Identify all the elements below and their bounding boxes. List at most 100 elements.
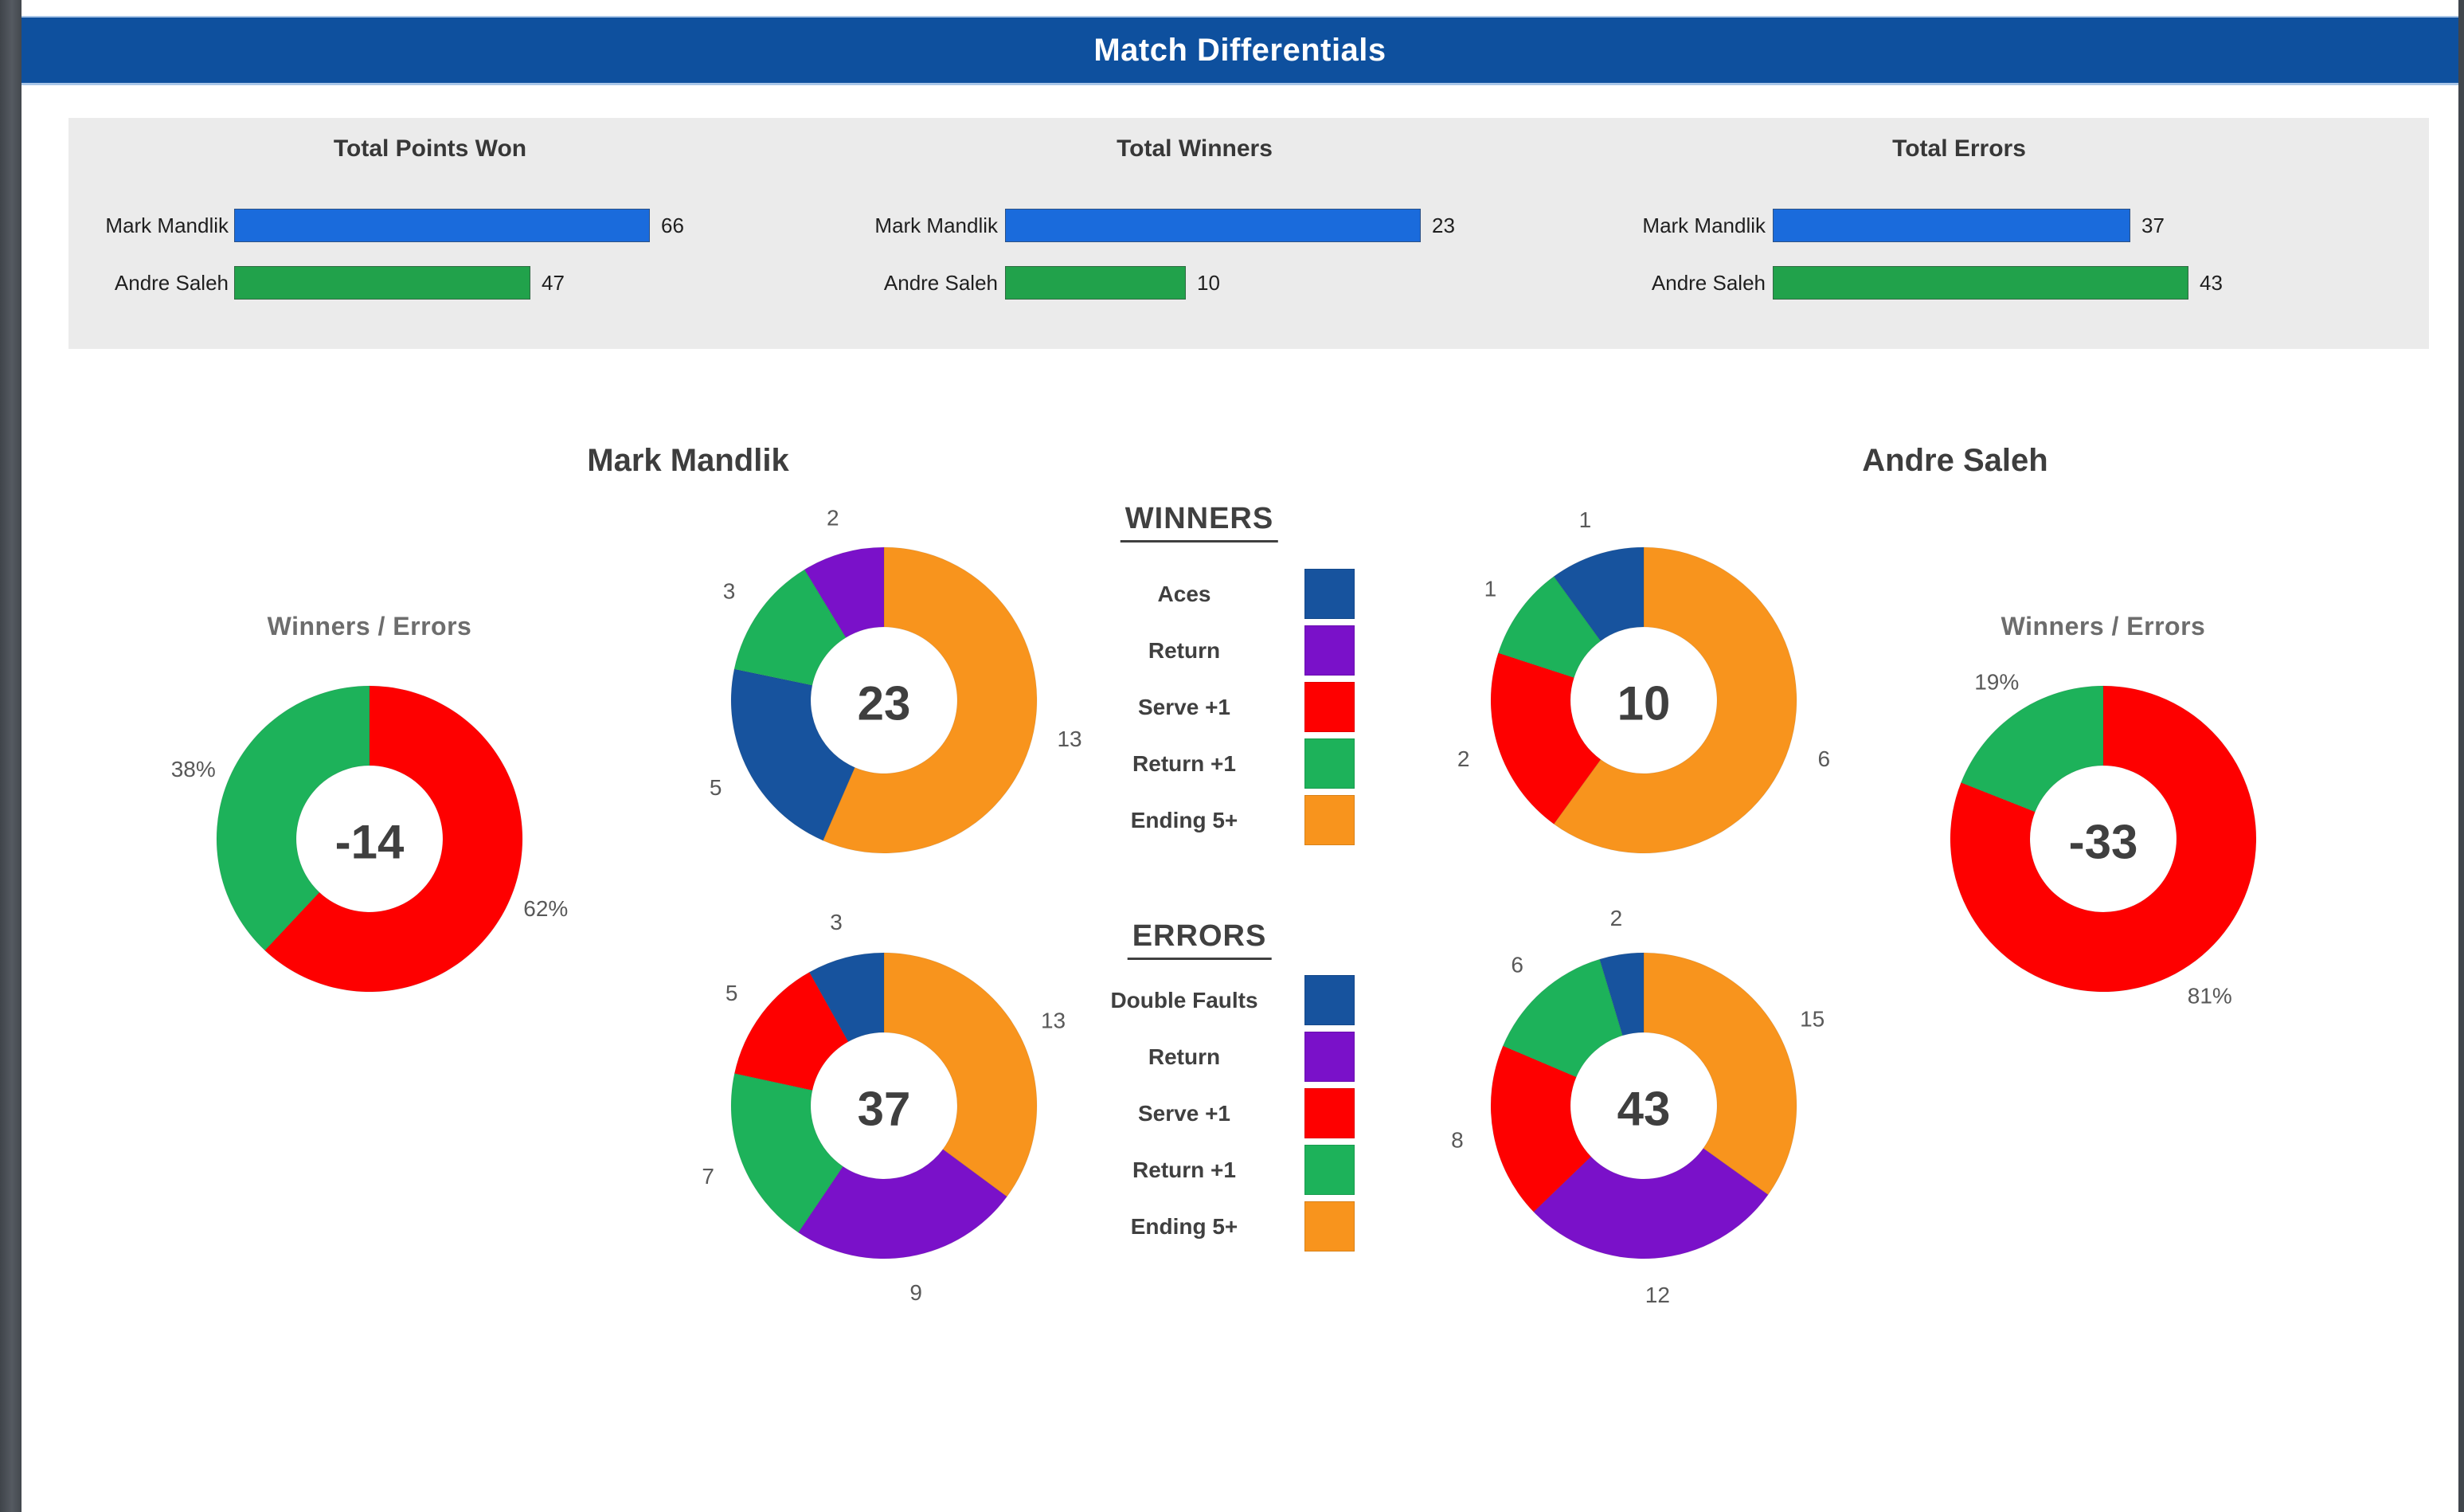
- donut-callout-label: 19%: [1974, 670, 2019, 695]
- legend-title-text: ERRORS: [1127, 919, 1272, 960]
- bar-total_winners-1[interactable]: [1005, 266, 1186, 300]
- legend-item-label: Return +1: [1132, 1158, 1236, 1182]
- donut-callout-label: 6: [1818, 746, 1831, 771]
- donut-center-value-andre_errors: 43: [1617, 1083, 1671, 1136]
- donut-slice-andre_winners_errors-errors[interactable]: [1950, 685, 2257, 993]
- page-title: Match Differentials: [1093, 32, 1386, 68]
- donut-callout-label: 2: [827, 505, 839, 530]
- donut-callout-label: 7: [702, 1164, 714, 1189]
- donut-callout-label: 62%: [523, 896, 568, 921]
- donut-slice-andre_errors-return-1[interactable]: [1502, 958, 1624, 1078]
- bar-total_errors-0[interactable]: [1773, 209, 2130, 242]
- legend-item-label: Ending 5+: [1130, 1214, 1238, 1239]
- bar-value-label: 43: [2200, 271, 2223, 295]
- legend-swatch-ending-5-: [1304, 1201, 1355, 1252]
- donut-slice-mark_winners-aces[interactable]: [730, 668, 856, 841]
- donut-callout-label: 5: [726, 981, 738, 1005]
- player-heading-andre: Andre Saleh: [1862, 443, 2048, 478]
- legend-swatch-return-1: [1304, 738, 1355, 789]
- donut-chart-mark_winners_errors: 62% 38% -14: [171, 685, 568, 993]
- donut-callout-label: 38%: [171, 757, 216, 781]
- donut-slice-mark_winners-ending-5-[interactable]: [822, 546, 1038, 854]
- legend-title-text: WINNERS: [1120, 502, 1279, 543]
- bar-category-label: Andre Saleh: [883, 271, 998, 295]
- bar-category-label: Mark Mandlik: [874, 213, 998, 237]
- donut-callout-label: 5: [710, 775, 722, 800]
- bar-category-label: Mark Mandlik: [105, 213, 229, 237]
- legend-swatch-serve-1: [1304, 682, 1355, 732]
- donut-callout-label: 2: [1457, 746, 1470, 771]
- bar-total_points_won-0[interactable]: [234, 209, 650, 242]
- bar-chart-title-total_errors: Total Errors: [1892, 135, 2026, 162]
- donut-slice-andre_errors-ending-5-[interactable]: [1643, 952, 1797, 1196]
- donut-slice-andre_winners-return-1[interactable]: [1497, 575, 1602, 679]
- donut-slice-andre_winners-aces[interactable]: [1553, 546, 1645, 642]
- donut-center-value-andre_winners_errors: -33: [2069, 816, 2138, 869]
- window-edge-right: [2458, 0, 2464, 1512]
- legend-item-label: Serve +1: [1138, 695, 1230, 719]
- bar-value-label: 37: [2141, 213, 2165, 237]
- legend-item-label: Return: [1148, 1044, 1221, 1069]
- donut-slice-andre_errors-serve-1[interactable]: [1490, 1045, 1592, 1212]
- donut-chart-andre_errors: 15 12 8 6 2 43: [1451, 906, 1825, 1307]
- donut-callout-label: 8: [1451, 1128, 1464, 1153]
- bar-chart-title-total_winners: Total Winners: [1117, 135, 1273, 162]
- bar-category-label: Mark Mandlik: [1642, 213, 1766, 237]
- donut-slice-mark_winners-return-1[interactable]: [733, 569, 847, 686]
- legend-swatch-return: [1304, 625, 1355, 676]
- donut-slice-andre_errors-double-faults[interactable]: [1599, 952, 1645, 1036]
- legend-item-label: Aces: [1157, 582, 1211, 606]
- donut-slice-andre_winners_errors-winners[interactable]: [1960, 685, 2104, 813]
- donut-callout-label: 1: [1484, 577, 1497, 601]
- legend-swatch-aces: [1304, 569, 1355, 619]
- bar-total_points_won-1[interactable]: [234, 266, 530, 300]
- donut-slice-mark_winners-return[interactable]: [804, 546, 885, 639]
- donut-chart-andre_winners_errors: 81% 19% -33: [1950, 670, 2257, 1008]
- donut-callout-label: 1: [1579, 507, 1592, 532]
- donut-slice-mark_errors-return[interactable]: [797, 1149, 1008, 1259]
- donut-slice-mark_winners_errors-winners[interactable]: [216, 685, 370, 951]
- donut-slice-mark_errors-double-faults[interactable]: [808, 952, 885, 1043]
- donut-slice-andre_errors-return[interactable]: [1533, 1147, 1769, 1259]
- bar-total_errors-1[interactable]: [1773, 266, 2188, 300]
- legend-swatch-return-1: [1304, 1145, 1355, 1195]
- bar-category-label: Andre Saleh: [1651, 271, 1766, 295]
- donut-chart-mark_winners: 13 5 3 2 23: [710, 505, 1082, 854]
- bar-value-label: 47: [542, 271, 565, 295]
- legend-title-winners_legend: WINNERS: [1120, 502, 1279, 543]
- bar-total_winners-0[interactable]: [1005, 209, 1421, 242]
- legend-swatch-serve-1: [1304, 1088, 1355, 1138]
- donut-slice-mark_winners_errors-errors[interactable]: [264, 685, 523, 993]
- donut-callout-label: 2: [1610, 906, 1623, 930]
- donut-slice-andre_winners-ending-5-[interactable]: [1553, 546, 1797, 854]
- donut-center-value-mark_winners: 23: [858, 677, 911, 731]
- donut-callout-label: 6: [1511, 952, 1523, 977]
- legend-item-label: Return: [1148, 638, 1221, 663]
- legend-swatch-return: [1304, 1032, 1355, 1082]
- donut-center-value-mark_errors: 37: [858, 1083, 911, 1136]
- donut-slice-mark_errors-return-1[interactable]: [730, 1072, 844, 1233]
- donut-slice-mark_errors-serve-1[interactable]: [733, 971, 849, 1091]
- ratio-title-andre: Winners / Errors: [2001, 612, 2206, 640]
- bar-value-label: 23: [1432, 213, 1455, 237]
- player-heading-mark: Mark Mandlik: [587, 443, 789, 478]
- legend-item-label: Return +1: [1132, 751, 1236, 776]
- donut-callout-label: 13: [1057, 727, 1081, 751]
- donut-callout-label: 12: [1645, 1283, 1670, 1307]
- legend-item-label: Ending 5+: [1130, 808, 1238, 832]
- legend-item-label: Serve +1: [1138, 1101, 1230, 1126]
- donut-center-value-andre_winners: 10: [1617, 677, 1671, 731]
- bar-value-label: 10: [1197, 271, 1220, 295]
- window-edge-left: [0, 0, 22, 1512]
- report-header: Match Differentials: [22, 16, 2458, 85]
- donut-slice-andre_winners-serve-1[interactable]: [1490, 652, 1602, 825]
- donut-center-value-mark_winners_errors: -14: [335, 816, 405, 869]
- donut-callout-label: 81%: [2188, 983, 2232, 1008]
- bar-value-label: 66: [661, 213, 684, 237]
- bar-category-label: Andre Saleh: [114, 271, 229, 295]
- legend-swatch-double-faults: [1304, 975, 1355, 1025]
- ratio-title-mark: Winners / Errors: [267, 612, 472, 640]
- donut-slice-mark_errors-ending-5-[interactable]: [883, 952, 1038, 1197]
- donut-callout-label: 13: [1041, 1008, 1066, 1032]
